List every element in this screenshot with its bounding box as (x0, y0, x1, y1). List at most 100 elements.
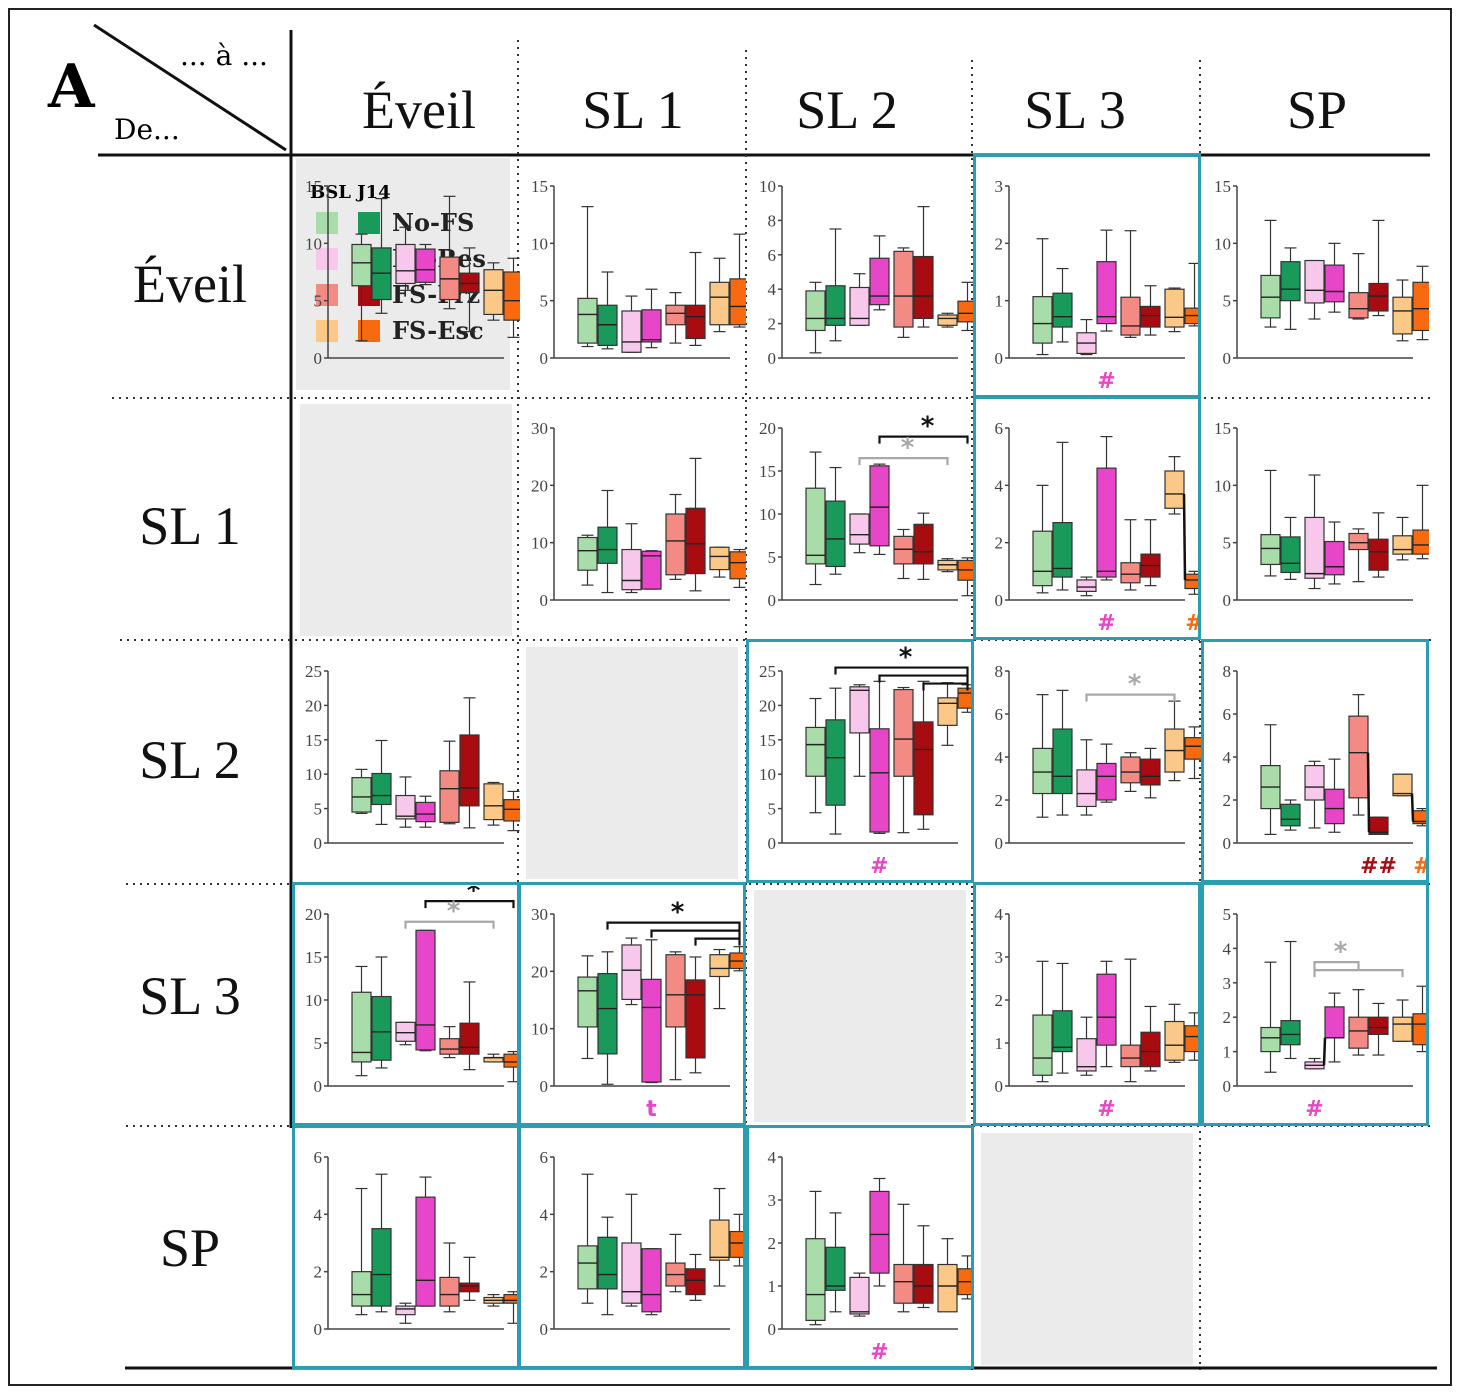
box-body (957, 300, 974, 323)
box-body (1392, 773, 1413, 797)
paired-line (1182, 493, 1187, 580)
box-body (1304, 259, 1325, 304)
panel-sl2-to-sl1: 0 5 10 15 20 25 (294, 643, 520, 885)
box-fs-res-dark (415, 929, 436, 1052)
box-body (439, 1038, 460, 1055)
box-fs-esc-dark (729, 233, 746, 328)
box-fs-res-dark (1096, 743, 1117, 803)
box-body (825, 719, 846, 806)
box-fs-res-dark (1096, 229, 1117, 332)
y-tick-label: 8 (768, 211, 777, 230)
panel-sl3-to-sl2: 0 10 20 30 * t (520, 886, 746, 1128)
box-body (1348, 715, 1369, 799)
box-fs-esc-dark (729, 946, 746, 972)
y-tick-label: 0 (540, 1077, 549, 1096)
panel-sl2-to-sl3-svg: 0 5 10 15 20 25 * # (759, 643, 974, 879)
box-body (665, 954, 686, 1028)
box-fs-res-light (395, 776, 416, 828)
box-body (849, 513, 870, 545)
box-fs-esc-light (1392, 999, 1413, 1042)
box-fs-res-light (395, 1302, 416, 1324)
box-body (1120, 1044, 1141, 1068)
box-body (597, 1236, 618, 1290)
box-no-fs-dark (1280, 940, 1301, 1060)
y-tick-label: 15 (759, 462, 776, 481)
box-body (729, 1230, 746, 1258)
box-body (1164, 288, 1185, 328)
box-fs-esc-dark (957, 684, 974, 713)
box-body (371, 1228, 392, 1307)
box-body (685, 979, 706, 1059)
box-fs-frz-light (665, 1233, 686, 1293)
box-body (577, 536, 598, 571)
panel-sl2-to-sl1-svg: 0 5 10 15 20 25 (305, 662, 520, 853)
box-body (937, 314, 958, 326)
box-fs-res-light (395, 1021, 416, 1046)
box-body (597, 526, 618, 564)
y-tick-label: 5 (1223, 534, 1232, 553)
box-body (371, 995, 392, 1061)
significance-hash: # (870, 854, 888, 879)
box-fs-frz-light (893, 247, 914, 338)
y-tick-label: 5 (768, 800, 777, 819)
box-fs-frz-dark (913, 206, 934, 328)
significance-bracket (834, 666, 969, 675)
box-body (913, 1263, 934, 1304)
box-fs-res-light (1076, 576, 1097, 597)
significance-bracket (1313, 961, 1360, 970)
significance-hash: # (870, 1340, 888, 1365)
box-fs-frz-dark (1368, 512, 1389, 578)
panel-sl3-to-sl1-svg: 0 5 10 15 20 * * (305, 886, 520, 1096)
y-tick-label: 6 (540, 1148, 549, 1167)
significance-hash: # (1185, 611, 1201, 636)
empty-cell-sl3 (754, 890, 966, 1122)
col-header-sp: SP (1286, 80, 1348, 140)
box-fs-frz-dark (1140, 519, 1161, 587)
box-fs-esc-dark (957, 281, 974, 332)
box-body (1392, 1016, 1413, 1042)
y-tick-label: 6 (995, 705, 1004, 724)
box-body (1324, 788, 1345, 825)
y-tick-label: 25 (305, 662, 322, 681)
y-tick-label: 3 (995, 177, 1004, 196)
box-body (577, 1245, 598, 1290)
box-body (937, 1263, 958, 1313)
y-tick-label: 3 (995, 948, 1004, 967)
significance-hash: ## (1360, 854, 1397, 879)
col-header-sl2: SL 2 (796, 80, 898, 140)
box-fs-frz-light (665, 493, 686, 580)
box-fs-res-light (1304, 259, 1325, 320)
legend-swatch-light (316, 248, 338, 270)
box-body (1368, 1016, 1389, 1035)
box-body (685, 304, 706, 340)
box-fs-frz-light (893, 528, 914, 580)
empty-cell-sl2 (526, 647, 738, 879)
box-fs-res-dark (415, 243, 436, 286)
y-tick-label: 6 (768, 246, 777, 265)
box-body (483, 269, 504, 316)
box-fs-esc-light (483, 1053, 504, 1063)
box-body (893, 250, 914, 328)
box-fs-frz-light (439, 195, 460, 310)
y-tick-label: 10 (531, 234, 548, 253)
box-fs-esc-dark (1184, 570, 1201, 595)
box-no-fs-dark (597, 271, 618, 350)
panel-sl1-to-sl2: 0 10 20 30 (520, 400, 746, 642)
legend-swatch-light (316, 284, 338, 306)
y-tick-label: 4 (1223, 939, 1232, 958)
y-tick-label: 2 (995, 991, 1004, 1010)
y-tick-label: 0 (314, 1077, 323, 1096)
significance-bracket (922, 682, 969, 691)
y-tick-label: 0 (768, 1320, 777, 1339)
box-body (869, 728, 890, 833)
box-body (351, 991, 372, 1063)
panel-sp-to-eveil-svg: 0 1 2 3 4 5 * # (1223, 905, 1429, 1122)
box-body (913, 255, 934, 320)
significance-bracket (694, 937, 741, 946)
y-tick-label: 10 (1214, 476, 1231, 495)
box-fs-frz-light (1120, 230, 1141, 338)
box-fs-frz-dark (1368, 816, 1389, 835)
y-tick-label: 0 (540, 1320, 549, 1339)
box-fs-esc-light (1164, 456, 1185, 515)
box-fs-esc-dark (503, 1051, 520, 1083)
